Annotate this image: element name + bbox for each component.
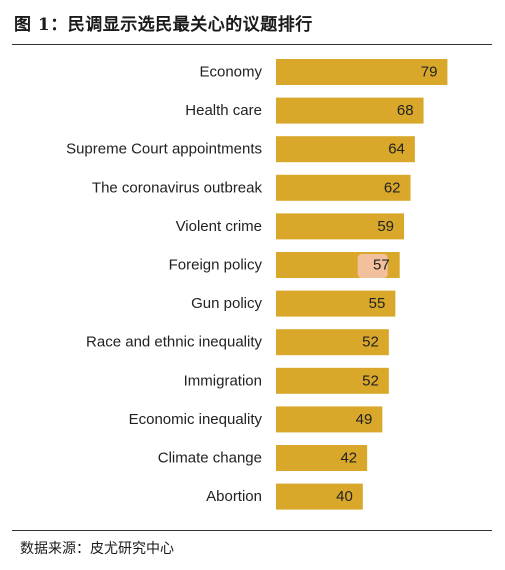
value-label: 42 — [340, 450, 357, 467]
category-label: Race and ethnic inequality — [86, 334, 262, 351]
value-label: 52 — [362, 372, 379, 389]
value-label: 64 — [388, 141, 405, 158]
category-label: Violent crime — [176, 218, 262, 235]
value-label: 55 — [369, 295, 386, 312]
category-label: Economy — [199, 64, 262, 81]
category-label: Foreign policy — [169, 257, 263, 274]
value-label: 40 — [336, 488, 353, 505]
title-divider — [12, 44, 492, 45]
bar-5 — [276, 213, 405, 240]
category-label: Health care — [185, 102, 262, 119]
value-label: 49 — [356, 411, 373, 428]
value-label: 79 — [421, 64, 438, 81]
bar-11 — [276, 445, 368, 471]
source-divider — [12, 530, 492, 531]
value-label: 57 — [373, 257, 390, 274]
source-note: 数据来源：皮尤研究中心 — [20, 541, 174, 557]
value-label: 52 — [362, 334, 379, 351]
labels-layer: Economy 79 Health care 68 Supreme Court appo… — [66, 64, 437, 506]
category-label: Supreme Court appointments — [66, 141, 262, 158]
category-label: Gun policy — [191, 295, 262, 312]
page-title: 图 1：民调显示选民最关心的议题排行 — [14, 15, 313, 35]
bar-1 — [276, 59, 448, 85]
bar-3 — [276, 136, 415, 163]
bar-2 — [276, 97, 424, 124]
bar-8 — [276, 329, 389, 356]
category-label: Immigration — [184, 372, 262, 389]
bar-chart: Economy 79 Health care 68 Supreme Court appo… — [66, 59, 448, 510]
bar-4 — [276, 174, 411, 201]
bar-9 — [276, 367, 389, 394]
bars-layer — [276, 59, 448, 510]
category-label: Abortion — [206, 488, 262, 505]
category-label: The coronavirus outbreak — [92, 179, 263, 196]
category-label: Climate change — [158, 450, 262, 467]
category-label: Economic inequality — [129, 411, 263, 428]
value-label: 62 — [384, 179, 401, 196]
bar-12 — [276, 483, 363, 510]
value-highlight — [357, 254, 388, 278]
bar-7 — [276, 290, 396, 317]
value-label: 68 — [397, 102, 414, 119]
value-label: 59 — [377, 218, 394, 235]
bar-10 — [276, 406, 383, 433]
